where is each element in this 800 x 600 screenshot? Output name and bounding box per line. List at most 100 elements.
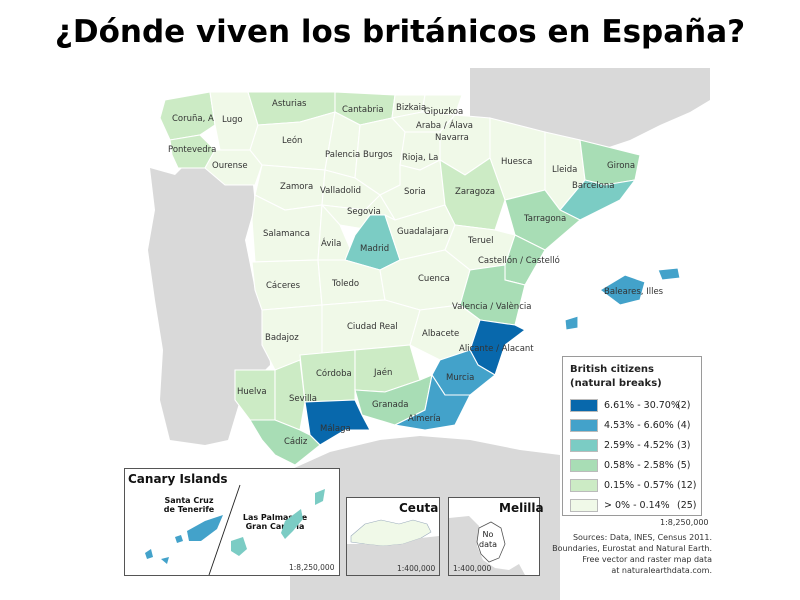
province-label: Segovia [347, 207, 381, 217]
legend-count: (5) [677, 460, 691, 471]
province-label: Rioja, La [402, 153, 438, 163]
island-gran-canaria [231, 537, 247, 556]
legend-count: (12) [677, 480, 697, 491]
tenerife-label-line2: de Tenerife [163, 505, 215, 514]
province-sevilla[interactable] [274, 359, 306, 431]
province-label: Zaragoza [455, 187, 495, 197]
legend-count: (25) [677, 500, 697, 511]
island-la-gomera [175, 535, 183, 543]
province-label: Alicante / Alacant [459, 344, 534, 354]
no-data-line1: No [482, 530, 494, 539]
province-label: Córdoba [316, 368, 352, 379]
province-label: Soria [404, 187, 426, 197]
map-scale: 1:8,250,000 [660, 518, 709, 527]
province-label: Navarra [435, 133, 469, 143]
legend-count: (4) [677, 420, 691, 431]
legend-range: 6.61% - 30.70% [604, 400, 680, 411]
tenerife-label-line1: Santa Cruz [164, 496, 214, 505]
las-palmas-label-line1: Las Palmas de [242, 513, 308, 522]
province-label: Baleares, Illes [604, 287, 664, 297]
province-label: Teruel [467, 236, 493, 246]
province-label: Granada [372, 400, 409, 410]
sources-line: Free vector and raster map data [582, 555, 712, 564]
legend-range: 4.53% - 6.60% [604, 420, 674, 431]
province-label: Cantabria [342, 105, 384, 115]
legend-count: (3) [677, 440, 691, 451]
province-label: Bizkaia [396, 103, 426, 113]
province-label: Huelva [237, 387, 267, 397]
province-label: Lugo [222, 115, 243, 125]
legend-item: 6.61% - 30.70% (2) [570, 399, 698, 413]
province-label: Tarragona [523, 214, 566, 224]
province-label: Asturias [272, 99, 307, 109]
province-label: Castellón / Castelló [478, 255, 560, 266]
province-label: Salamanca [263, 229, 310, 239]
province-label: Cádiz [284, 437, 308, 447]
province-label: Murcia [446, 373, 474, 383]
legend-swatch [570, 499, 598, 512]
province-label: Cuenca [418, 274, 450, 284]
legend-item: 0.15% - 0.57% (12) [570, 479, 698, 493]
sources-line: at naturalearthdata.com. [611, 566, 712, 575]
province-label: León [282, 135, 302, 146]
province-label: Cáceres [266, 281, 301, 291]
morocco-melilla-land [449, 516, 525, 575]
province-label: Toledo [331, 279, 359, 289]
legend-swatch [570, 479, 598, 492]
melilla-inset-title: Melilla [499, 501, 544, 515]
map-title: ¿Dónde viven los británicos en España? [54, 14, 746, 50]
canary-islands-inset: Canary Islands Santa Cruz de Tenerife La… [124, 468, 340, 576]
island-fuerteventura [281, 509, 303, 539]
legend-swatch [570, 459, 598, 472]
legend-title-line1: British citizens [570, 364, 654, 375]
province-baleares[interactable] [564, 267, 681, 331]
province-label: Valencia / València [452, 301, 531, 312]
legend-range: 0.58% - 2.58% [604, 460, 674, 471]
melilla-map [449, 516, 525, 575]
canary-islands-map [145, 484, 325, 575]
province-label: Albacete [422, 329, 459, 339]
melilla-inset-scale: 1:400,000 [453, 564, 492, 573]
province-label: Gipuzkoa [424, 107, 463, 117]
province-label: Palencia [325, 150, 360, 160]
island-la-palma [145, 549, 153, 559]
inset-divider-line [208, 484, 241, 575]
province-label: Badajoz [265, 333, 299, 343]
province-cadiz[interactable] [249, 419, 321, 466]
legend-item: 0.58% - 2.58% (5) [570, 459, 698, 473]
legend-item: > 0% - 0.14% (25) [570, 499, 698, 513]
province-label: Coruña, A [172, 114, 214, 124]
province-label: Sevilla [289, 394, 317, 404]
legend-range: 0.15% - 0.57% [604, 480, 674, 491]
province-label: Guadalajara [397, 227, 449, 237]
province-label: Málaga [320, 424, 351, 434]
morocco-ceuta-border [347, 536, 439, 575]
ceuta-inset-scale: 1:400,000 [397, 564, 436, 573]
province-label: Ciudad Real [347, 322, 398, 332]
province-label: Girona [607, 161, 635, 171]
province-label: Araba / Álava [416, 119, 473, 131]
province-label: Zamora [280, 182, 313, 192]
island-tenerife [187, 515, 223, 541]
province-label: Valladolid [320, 186, 361, 196]
sources-note: Sources: Data, INES, Census 2011. Bounda… [552, 532, 712, 576]
province-label: Barcelona [572, 181, 614, 191]
province-label: Pontevedra [168, 145, 216, 155]
ceuta-inset-title: Ceuta [399, 501, 439, 515]
legend-item: 4.53% - 6.60% (4) [570, 419, 698, 433]
no-data-line2: data [478, 540, 498, 549]
legend-swatch [570, 419, 598, 432]
canary-inset-scale: 1:8,250,000 [289, 563, 335, 572]
sources-line: Boundaries, Eurostat and Natural Earth. [552, 544, 712, 553]
province-almeria[interactable] [393, 373, 471, 431]
legend-swatch [570, 439, 598, 452]
province-label: Ávila [321, 237, 341, 249]
province-label: Lleida [552, 165, 577, 175]
legend-range: 2.59% - 4.52% [604, 440, 674, 451]
legend-range: > 0% - 0.14% [604, 500, 670, 511]
ceuta-map [347, 519, 439, 575]
province-label: Ourense [212, 161, 248, 171]
melilla-territory [476, 521, 506, 563]
sources-line: Sources: Data, INES, Census 2011. [572, 533, 712, 542]
